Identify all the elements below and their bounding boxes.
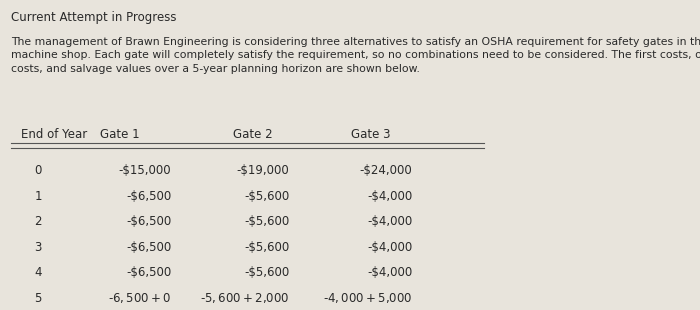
Text: Gate 3: Gate 3 bbox=[351, 128, 390, 141]
Text: -$5,600: -$5,600 bbox=[244, 215, 289, 228]
Text: 5: 5 bbox=[34, 292, 42, 305]
Text: -$4,000: -$4,000 bbox=[367, 241, 412, 254]
Text: 3: 3 bbox=[34, 241, 42, 254]
Text: -$15,000: -$15,000 bbox=[118, 165, 171, 178]
Text: 4: 4 bbox=[34, 267, 42, 280]
Text: Gate 2: Gate 2 bbox=[232, 128, 272, 141]
Text: -$6,500+ $0: -$6,500+ $0 bbox=[108, 291, 171, 305]
Text: -$6,500: -$6,500 bbox=[126, 190, 171, 203]
Text: -$5,600: -$5,600 bbox=[244, 241, 289, 254]
Text: -$5,600+ $2,000: -$5,600+ $2,000 bbox=[199, 291, 289, 305]
Text: Current Attempt in Progress: Current Attempt in Progress bbox=[11, 11, 176, 24]
Text: The management of Brawn Engineering is considering three alternatives to satisfy: The management of Brawn Engineering is c… bbox=[11, 37, 700, 74]
Text: -$4,000+ $5,000: -$4,000+ $5,000 bbox=[323, 291, 412, 305]
Text: -$5,600: -$5,600 bbox=[244, 267, 289, 280]
Text: 2: 2 bbox=[34, 215, 42, 228]
Text: End of Year: End of Year bbox=[21, 128, 88, 141]
Text: -$6,500: -$6,500 bbox=[126, 215, 171, 228]
Text: -$4,000: -$4,000 bbox=[367, 267, 412, 280]
Text: 1: 1 bbox=[34, 190, 42, 203]
Text: -$5,600: -$5,600 bbox=[244, 190, 289, 203]
Text: -$4,000: -$4,000 bbox=[367, 215, 412, 228]
Text: -$4,000: -$4,000 bbox=[367, 190, 412, 203]
Text: -$6,500: -$6,500 bbox=[126, 267, 171, 280]
Text: -$24,000: -$24,000 bbox=[360, 165, 412, 178]
Text: -$19,000: -$19,000 bbox=[237, 165, 289, 178]
Text: -$6,500: -$6,500 bbox=[126, 241, 171, 254]
Text: 0: 0 bbox=[34, 165, 42, 178]
Text: Gate 1: Gate 1 bbox=[100, 128, 139, 141]
